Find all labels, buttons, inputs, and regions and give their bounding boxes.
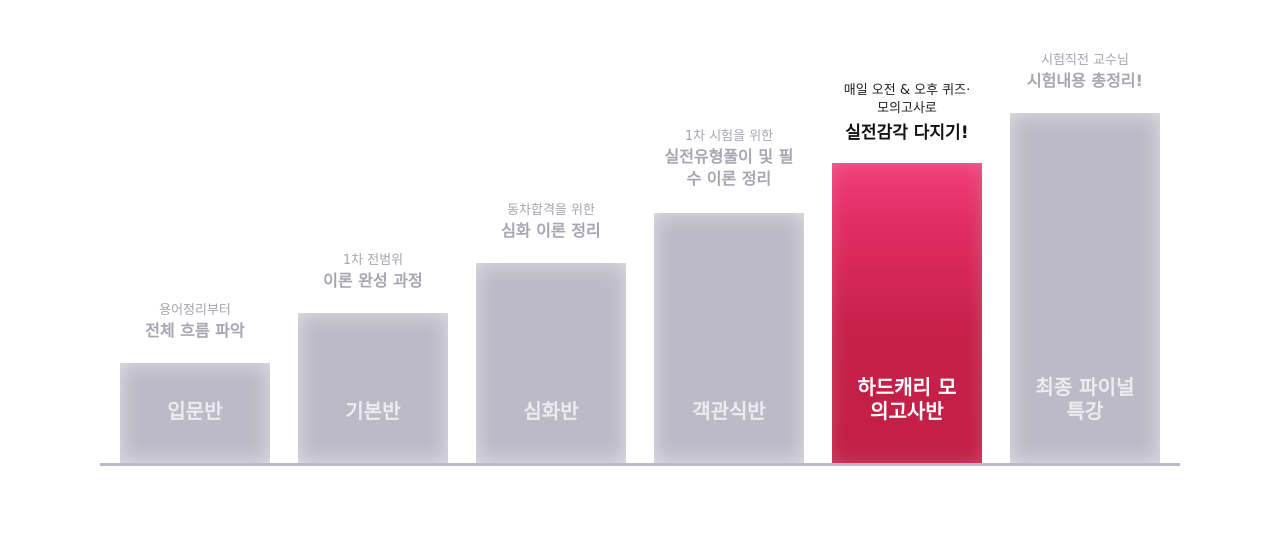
step-basic: 1차 전범위 이론 완성 과정 기본반: [298, 250, 448, 463]
bar-label: 객관식반: [692, 399, 766, 423]
bar-label: 입문반: [167, 399, 223, 423]
baseline: [100, 463, 1180, 466]
caption-sub: 매일 오전 & 오후 퀴즈·모의고사로: [843, 83, 971, 116]
caption-sub: 시험직전 교수님: [1041, 53, 1129, 68]
step-objective: 1차 시험을 위한 실전유형풀이 및 필수 이론 정리 객관식반: [654, 126, 804, 463]
caption-sub: 동차합격을 위한: [507, 203, 595, 218]
caption-main: 전체 흐름 파악: [145, 321, 245, 340]
bar-objective: 객관식반: [654, 213, 804, 463]
step-final: 시험직전 교수님 시험내용 총정리! 최종 파이널 특강: [1010, 50, 1160, 463]
caption-mock-exam: 매일 오전 & 오후 퀴즈·모의고사로 실전감각 다지기!: [812, 82, 1002, 144]
caption-basic: 1차 전범위 이론 완성 과정: [278, 252, 468, 292]
bar-mock-exam: 하드캐리 모의고사반: [832, 163, 982, 463]
bar-label: 기본반: [345, 399, 401, 423]
caption-final: 시험직전 교수님 시험내용 총정리!: [990, 52, 1180, 92]
caption-main: 실전감각 다지기!: [845, 123, 969, 143]
caption-main: 실전유형풀이 및 필수 이론 정리: [664, 147, 794, 188]
caption-sub: 용어정리부터: [159, 303, 231, 318]
caption-objective: 1차 시험을 위한 실전유형풀이 및 필수 이론 정리: [634, 128, 824, 190]
caption-intro: 용어정리부터 전체 흐름 파악: [100, 302, 290, 342]
bar-intro: 입문반: [120, 363, 270, 463]
caption-main: 심화 이론 정리: [501, 221, 601, 240]
bar-basic: 기본반: [298, 313, 448, 463]
step-mock-exam: 매일 오전 & 오후 퀴즈·모의고사로 실전감각 다지기! 하드캐리 모의고사반: [832, 80, 982, 463]
caption-main: 시험내용 총정리!: [1027, 71, 1143, 90]
caption-advanced: 동차합격을 위한 심화 이론 정리: [456, 202, 646, 242]
caption-sub: 1차 시험을 위한: [684, 129, 774, 144]
caption-sub: 1차 전범위: [342, 253, 404, 268]
caption-main: 이론 완성 과정: [323, 271, 423, 290]
bar-advanced: 심화반: [476, 263, 626, 463]
bar-label: 최종 파이널 특강: [1035, 375, 1135, 423]
step-intro: 용어정리부터 전체 흐름 파악 입문반: [120, 300, 270, 463]
step-advanced: 동차합격을 위한 심화 이론 정리 심화반: [476, 200, 626, 463]
bar-label: 하드캐리 모의고사반: [857, 375, 957, 423]
bar-final: 최종 파이널 특강: [1010, 113, 1160, 463]
bar-label: 심화반: [523, 399, 579, 423]
